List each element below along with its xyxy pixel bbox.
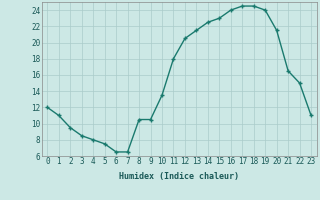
X-axis label: Humidex (Indice chaleur): Humidex (Indice chaleur) xyxy=(119,172,239,181)
